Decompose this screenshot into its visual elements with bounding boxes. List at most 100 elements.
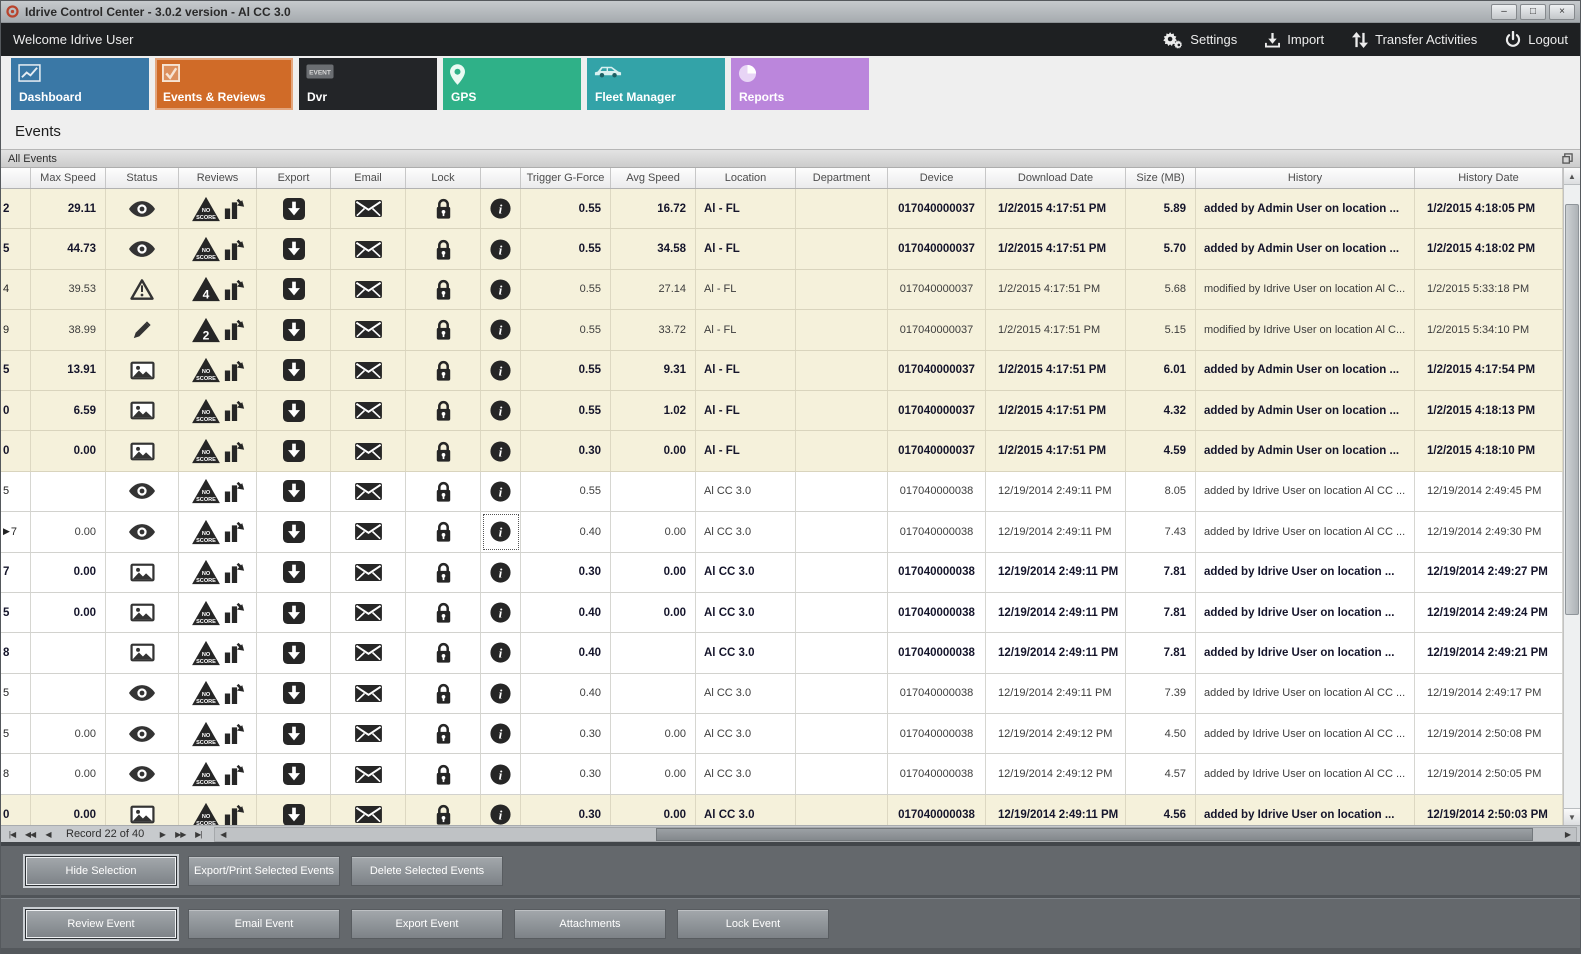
- review-chart-icon[interactable]: [224, 480, 245, 503]
- reviews-cell[interactable]: NO SCORE: [179, 673, 257, 714]
- email-cell[interactable]: [331, 310, 406, 350]
- column-header-export[interactable]: Export: [257, 168, 331, 188]
- review-score-triangle-icon[interactable]: NO SCORE: [191, 600, 221, 626]
- lock-cell[interactable]: [406, 229, 481, 269]
- info-icon[interactable]: i: [490, 642, 511, 664]
- nav-prev-record-button[interactable]: ◀: [45, 829, 51, 839]
- reviews-cell[interactable]: NO SCORE: [179, 431, 257, 471]
- export-cell[interactable]: [257, 633, 331, 673]
- email-icon[interactable]: [354, 604, 382, 622]
- review-score-triangle-icon[interactable]: 4: [191, 276, 221, 302]
- export-cell[interactable]: [257, 794, 331, 825]
- export-download-icon[interactable]: [282, 722, 305, 745]
- email-cell[interactable]: [331, 269, 406, 310]
- info-icon[interactable]: i: [490, 239, 511, 260]
- column-header-trigger-g-force[interactable]: Trigger G-Force: [521, 168, 611, 188]
- event-row[interactable]: 8 0.00 NO SCORE i 0.30 0.00 Al CC 3.0 0170400000…: [1, 754, 1563, 795]
- review-score-triangle-icon[interactable]: 2: [191, 317, 221, 343]
- vertical-scrollbar[interactable]: ▲ ▼: [1563, 168, 1580, 825]
- review-score-triangle-icon[interactable]: NO SCORE: [191, 398, 221, 424]
- column-header-status[interactable]: Status: [106, 168, 179, 188]
- lock-icon[interactable]: [435, 239, 452, 260]
- info-icon[interactable]: i: [490, 319, 511, 340]
- info-cell[interactable]: i: [481, 673, 521, 714]
- export-cell[interactable]: [257, 552, 331, 592]
- info-cell[interactable]: i: [481, 390, 521, 431]
- tab-fleet-manager[interactable]: Fleet Manager: [587, 58, 725, 110]
- tab-events-reviews[interactable]: Events & Reviews: [155, 58, 293, 110]
- export-cell[interactable]: [257, 592, 331, 633]
- review-score-triangle-icon[interactable]: NO SCORE: [191, 802, 221, 825]
- review-score-triangle-icon[interactable]: NO SCORE: [191, 680, 221, 706]
- lock-icon[interactable]: [435, 602, 452, 623]
- lock-cell[interactable]: [406, 714, 481, 754]
- reviews-cell[interactable]: 2: [179, 310, 257, 350]
- review-score-triangle-icon[interactable]: NO SCORE: [191, 196, 221, 222]
- vertical-scrollbar-track[interactable]: [1564, 185, 1580, 808]
- review-chart-icon[interactable]: [224, 601, 245, 624]
- email-cell[interactable]: [331, 633, 406, 673]
- lock-icon[interactable]: [435, 481, 452, 502]
- event-row[interactable]: 2 29.11 NO SCORE i 0.55 16.72 Al - FL 0170400000…: [1, 189, 1563, 230]
- column-header-history[interactable]: History: [1196, 168, 1415, 188]
- export-cell[interactable]: [257, 269, 331, 310]
- logout-menu-item[interactable]: Logout: [1505, 31, 1568, 48]
- email-icon[interactable]: [354, 402, 382, 420]
- export-cell[interactable]: [257, 673, 331, 714]
- tab-dashboard[interactable]: Dashboard: [11, 58, 149, 110]
- info-icon[interactable]: i: [490, 481, 511, 502]
- email-cell[interactable]: [331, 431, 406, 471]
- lock-icon[interactable]: [435, 642, 452, 664]
- review-chart-icon[interactable]: [224, 359, 245, 382]
- email-cell[interactable]: [331, 471, 406, 512]
- email-icon[interactable]: [354, 442, 382, 460]
- review-score-triangle-icon[interactable]: NO SCORE: [191, 236, 221, 262]
- close-button[interactable]: ×: [1549, 3, 1575, 20]
- review-chart-icon[interactable]: [224, 278, 245, 301]
- event-row[interactable]: 8 NO SCORE i 0.40 Al CC 3.0 017040000038 12/19/…: [1, 633, 1563, 674]
- review-score-triangle-icon[interactable]: NO SCORE: [191, 478, 221, 504]
- email-cell[interactable]: [331, 350, 406, 390]
- column-header-blank[interactable]: [1, 168, 31, 188]
- email-cell[interactable]: [331, 673, 406, 714]
- export-download-icon[interactable]: [282, 197, 305, 220]
- email-icon[interactable]: [354, 200, 382, 218]
- lock-icon[interactable]: [435, 562, 452, 583]
- reviews-cell[interactable]: NO SCORE: [179, 189, 257, 229]
- review-chart-icon[interactable]: [224, 763, 245, 786]
- export-download-icon[interactable]: [282, 238, 305, 261]
- email-icon[interactable]: [354, 482, 382, 500]
- lock-icon[interactable]: [435, 198, 452, 219]
- lock-cell[interactable]: [406, 269, 481, 310]
- lock-icon[interactable]: [435, 804, 452, 825]
- email-cell[interactable]: [331, 189, 406, 229]
- email-icon[interactable]: [354, 725, 382, 743]
- horizontal-scrollbar-track[interactable]: [231, 827, 1560, 841]
- horizontal-scrollbar[interactable]: ◀ ▶: [214, 826, 1577, 842]
- event-row[interactable]: 5 13.91 NO SCORE i 0.55 9.31 Al - FL 01704000003…: [1, 350, 1563, 391]
- review-score-triangle-icon[interactable]: NO SCORE: [191, 640, 221, 666]
- info-icon[interactable]: i: [490, 360, 511, 381]
- scroll-left-button[interactable]: ◀: [220, 829, 227, 839]
- reviews-cell[interactable]: NO SCORE: [179, 794, 257, 825]
- tab-gps[interactable]: GPS: [443, 58, 581, 110]
- lock-icon[interactable]: [435, 764, 452, 785]
- export-download-icon[interactable]: [282, 278, 305, 301]
- lock-cell[interactable]: [406, 310, 481, 350]
- reviews-cell[interactable]: NO SCORE: [179, 350, 257, 390]
- info-icon[interactable]: i: [490, 400, 511, 421]
- email-icon[interactable]: [354, 684, 382, 702]
- column-header-reviews[interactable]: Reviews: [179, 168, 257, 188]
- info-icon[interactable]: i: [490, 804, 511, 825]
- event-row[interactable]: 5 0.00 NO SCORE i 0.40 0.00 Al CC 3.0 0170400000…: [1, 592, 1563, 634]
- lock-icon[interactable]: [435, 319, 452, 340]
- scroll-up-button[interactable]: ▲: [1564, 168, 1580, 185]
- column-header-department[interactable]: Department: [796, 168, 888, 188]
- email-icon[interactable]: [354, 563, 382, 581]
- lock-cell[interactable]: [406, 512, 481, 552]
- export-cell[interactable]: [257, 754, 331, 794]
- export-event-button[interactable]: Export Event: [351, 908, 503, 939]
- info-cell[interactable]: i: [481, 310, 521, 350]
- email-icon[interactable]: [354, 523, 382, 541]
- lock-cell[interactable]: [406, 189, 481, 229]
